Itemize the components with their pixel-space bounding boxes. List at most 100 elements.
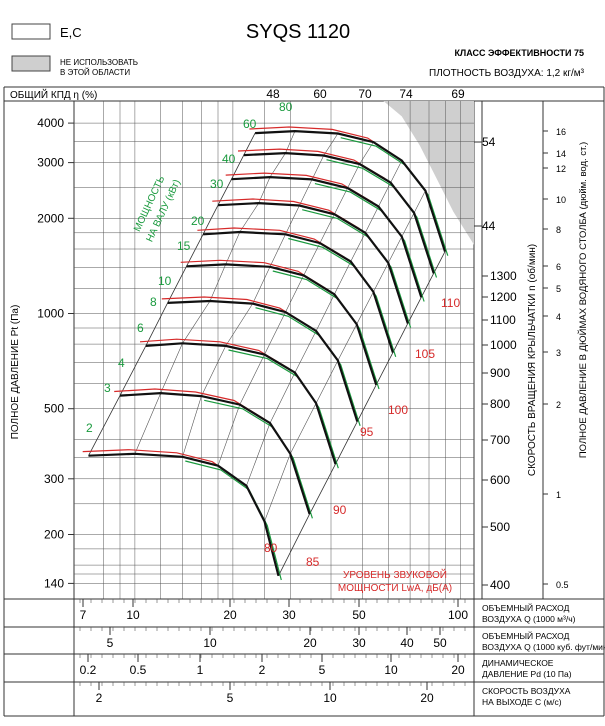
speed-curve-1100 — [231, 175, 423, 298]
sound-label: 100 — [388, 403, 408, 417]
inch-tick-label: 16 — [556, 127, 566, 137]
system-line — [182, 133, 339, 457]
pressure-tick-label: 4000 — [37, 116, 64, 130]
xaxis-label-line2: ВОЗДУХА Q (1000 куб. фут/мин) — [482, 642, 605, 652]
rpm-tick-label: 1100 — [490, 313, 516, 327]
ticks-group: 1402003005001000200030004000400500600700… — [37, 87, 568, 592]
power-curve-600 — [228, 349, 339, 469]
sound-label: 110 — [441, 296, 460, 310]
xaxis-tick-label: 0.2 — [80, 663, 97, 677]
power-label: 10 — [158, 274, 172, 288]
rpm-tick-label: 900 — [490, 366, 510, 380]
model-title: SYQS 1120 — [246, 21, 350, 43]
power-label: 6 — [137, 321, 144, 335]
sound-label: 105 — [415, 347, 435, 361]
efficiency-tick-label: 69 — [451, 87, 465, 101]
inch-tick-label: 12 — [556, 164, 566, 174]
sound-label: 80 — [264, 541, 278, 555]
xaxis-tick-label: 20 — [303, 636, 317, 650]
xaxis-tick-label: 0.5 — [130, 663, 147, 677]
power-label: 4 — [118, 356, 125, 370]
forbidden-area-group — [383, 101, 474, 245]
pressure-tick-label: 2000 — [37, 211, 64, 225]
xaxis-tick-label: 100 — [448, 608, 468, 622]
legend-white-box — [11, 23, 51, 40]
power-label: 15 — [177, 239, 191, 253]
left-axis-title: ПОЛНОЕ ДАВЛЕНИЕ Pt (Па) — [10, 305, 21, 440]
inch-tick-label: 10 — [556, 195, 566, 205]
speed-curve-1000 — [217, 201, 409, 324]
rpm-axis-title: СКОРОСТЬ ВРАЩЕНИЯ КРЫЛЬЧАТКИ n (об/мин) — [526, 244, 538, 476]
xaxis-label-line1: СКОРОСТЬ ВОЗДУХА — [482, 686, 571, 696]
efficiency-class: КЛАСС ЭФФЕКТИВНОСТИ 75 — [454, 48, 584, 58]
xaxis-label-line1: ОБЪЕМНЫЙ РАСХОД — [482, 602, 570, 613]
pressure-tick-label: 300 — [44, 472, 64, 486]
speed-curve-700 — [167, 299, 359, 422]
xaxis-tick-label: 10 — [384, 663, 398, 677]
inch-tick-label: 3 — [556, 348, 561, 358]
xaxis-label-line1: ОБЪЕМНЫЙ РАСХОД — [482, 630, 570, 641]
xaxis-tick-label: 5 — [319, 663, 326, 677]
xaxis-tick-label: 50 — [433, 636, 447, 650]
efficiency-curve-600 — [139, 338, 290, 370]
xaxis-label-line2: НА ВЫХОДЕ С (м/с) — [482, 697, 562, 707]
speed-curve-800 — [186, 263, 378, 386]
sound-axis-title-1: УРОВЕНЬ ЗВУКОВОЙ — [343, 568, 447, 581]
efficiency-tick-label: 70 — [358, 87, 372, 101]
pressure-tick-label: 1000 — [37, 307, 64, 321]
speed-curve-1300 — [255, 129, 447, 252]
inch-tick-label: 2 — [556, 400, 561, 410]
speed-curve-600 — [145, 342, 337, 465]
xaxis-tick-label: 30 — [282, 608, 296, 622]
inch-tick-label: 8 — [556, 225, 561, 235]
speed-curve-500 — [119, 391, 311, 515]
power-label: 8 — [150, 295, 157, 309]
rpm-tick-label: 1200 — [490, 290, 517, 304]
efficiency-axis-label: ОБЩИЙ КПД η (%) — [10, 88, 97, 101]
power-label: 60 — [243, 117, 257, 131]
efficiency-curves-group — [82, 126, 397, 483]
speed-curve-900 — [203, 230, 394, 353]
rpm-tick-label: 400 — [490, 578, 510, 592]
xaxis-tick-label: 10 — [203, 636, 217, 650]
xaxis-tick-label: 1 — [197, 663, 204, 677]
inch-tick-label: 5 — [556, 284, 561, 294]
rpm-tick-label: 700 — [490, 433, 510, 447]
legend-white-label: E,C — [60, 25, 82, 40]
efficiency-tick-label: 74 — [399, 87, 413, 101]
xaxis-tick-label: 20 — [420, 691, 434, 705]
rpm-extra-tick-label: 44 — [482, 219, 496, 233]
power-label: 20 — [191, 214, 205, 228]
speed-curve-400 — [88, 452, 280, 577]
grid-group — [74, 101, 474, 599]
xaxis-label-line1: ДИНАМИЧЕСКОЕ — [482, 658, 554, 668]
xaxis-tick-label: 5 — [227, 691, 234, 705]
legend-grey-label-2: В ЭТОЙ ОБЛАСТИ — [60, 68, 130, 77]
xaxis-tick-label: 20 — [223, 608, 237, 622]
xaxis-tick-label: 2 — [259, 663, 266, 677]
rpm-tick-label: 1300 — [490, 269, 517, 283]
system-line — [217, 141, 374, 466]
power-label: 3 — [104, 381, 111, 395]
inch-tick-label: 1 — [556, 490, 561, 500]
xaxis-label-line2: ВОЗДУХА Q (1000 м³/ч) — [482, 614, 576, 624]
sound-label: 90 — [333, 503, 347, 517]
legend-grey-box — [11, 55, 51, 72]
inch-tick-label: 0.5 — [556, 580, 569, 590]
xaxis-tick-label: 20 — [451, 663, 465, 677]
xaxis-tick-label: 40 — [400, 636, 414, 650]
pressure-tick-label: 140 — [44, 576, 64, 590]
power-label: 40 — [222, 152, 236, 166]
diagonal-bands-group — [88, 130, 446, 576]
speed-curves-group — [88, 129, 447, 577]
xaxis-tick-label: 10 — [323, 691, 337, 705]
sound-label: 95 — [360, 425, 374, 439]
xaxis-tick-label: 50 — [352, 608, 366, 622]
xaxis-tick-label: 5 — [107, 636, 114, 650]
rpm-extra-tick-label: 54 — [482, 135, 496, 149]
power-label: 2 — [86, 421, 93, 435]
speed-curve-1200 — [243, 151, 435, 274]
rpm-tick-label: 1000 — [490, 338, 517, 352]
